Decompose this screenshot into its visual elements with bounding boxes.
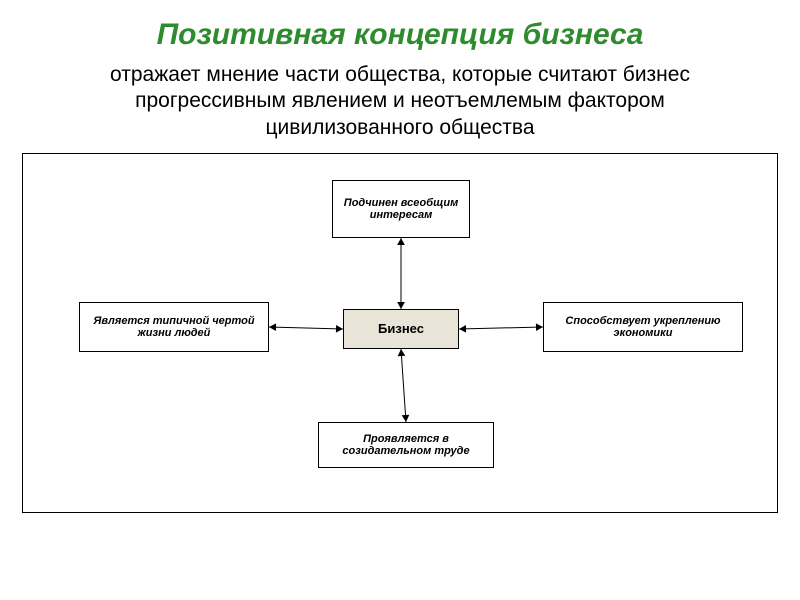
diagram-frame: Подчинен всеобщим интересам Является тип… [22,153,778,513]
subtitle-text: отражает мнение части общества, которые … [50,62,750,141]
page-title: Позитивная концепция бизнеса [0,18,800,52]
connectors-layer [23,154,779,514]
